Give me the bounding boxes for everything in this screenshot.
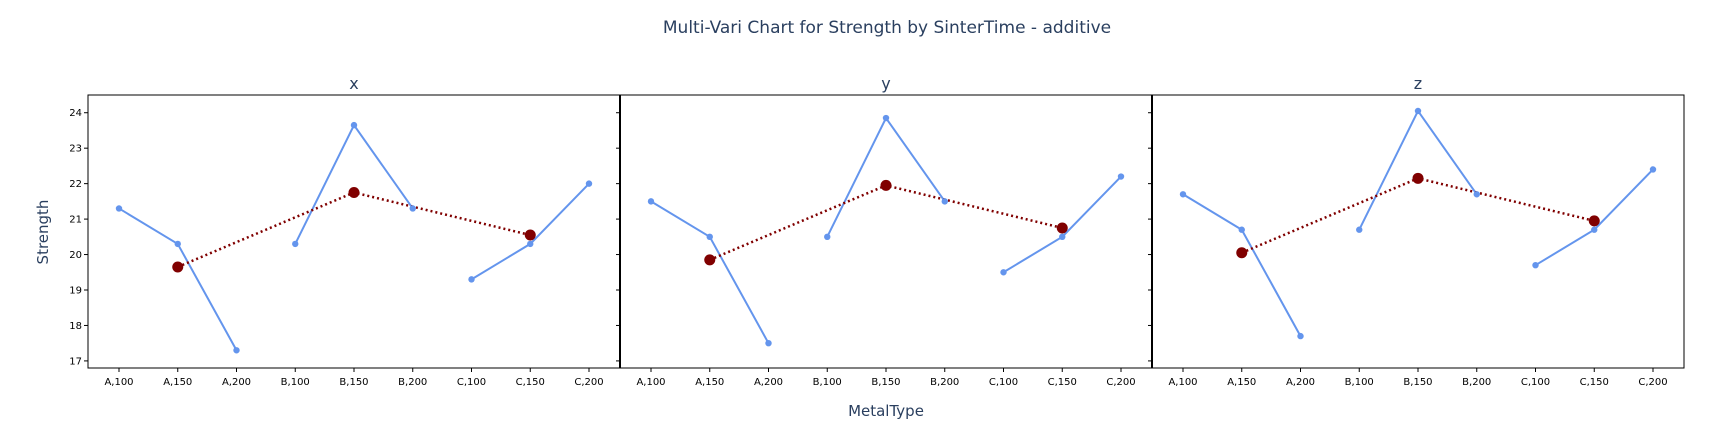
x-tick-label: B,100 — [1345, 377, 1374, 388]
panel-y: y A,100 A,150 A,200 B,100 B,150 B,200 C,100 C,15… — [616, 74, 1153, 388]
y-tick-label: 22 — [69, 179, 82, 190]
x-tick-label: C,200 — [1638, 377, 1667, 388]
x-tick-label: C,200 — [1106, 377, 1135, 388]
x-tick-label: A,200 — [222, 377, 251, 388]
x-tick-label: B,100 — [813, 377, 842, 388]
x-tick-label: B,200 — [1462, 377, 1491, 388]
data-point — [1649, 166, 1657, 173]
x-tick-label: B,200 — [930, 377, 959, 388]
data-point — [233, 347, 240, 354]
mean-marker — [1056, 222, 1068, 234]
y-tick-label: 23 — [69, 144, 82, 155]
y-tick-label: 20 — [69, 250, 82, 261]
data-point — [1059, 233, 1066, 241]
mean-marker — [1236, 247, 1248, 259]
x-axis-title: MetalType — [848, 402, 924, 420]
data-point — [350, 121, 358, 129]
y-tick-label: 19 — [69, 286, 82, 297]
chart-title: Multi-Vari Chart for Strength by SinterT… — [663, 18, 1111, 38]
mean-marker — [1412, 172, 1424, 184]
data-point — [115, 205, 123, 212]
x-tick-label: C,100 — [989, 377, 1018, 388]
y-tick-label: 17 — [69, 356, 82, 367]
panel-frame — [1151, 94, 1685, 369]
mean-marker — [880, 179, 892, 191]
x-tick-label: B,100 — [281, 377, 310, 388]
mean-marker — [704, 254, 716, 266]
x-tick-label: A,150 — [695, 377, 724, 388]
panel-title: y — [881, 74, 890, 93]
data-point — [292, 240, 299, 248]
x-tick-label: A,150 — [1227, 377, 1256, 388]
data-point — [585, 180, 593, 187]
x-tick-label: C,100 — [1521, 377, 1550, 388]
data-point — [1117, 173, 1125, 180]
data-point — [1473, 191, 1480, 198]
x-tick-label: C,150 — [1048, 377, 1077, 388]
x-tick-label: A,100 — [1168, 377, 1197, 388]
x-tick-label: B,150 — [339, 377, 368, 388]
data-point — [824, 233, 831, 241]
panel-title: x — [349, 74, 358, 93]
data-point — [882, 114, 890, 122]
data-point — [1000, 269, 1007, 276]
data-point — [1532, 261, 1539, 269]
data-point — [765, 339, 772, 347]
panels: x 17 18 19 20 21 22 23 24 A,100 A,150 A,200 B,100 B,1… — [69, 74, 1685, 388]
x-tick-label: B,150 — [871, 377, 900, 388]
x-tick-label: C,150 — [516, 377, 545, 388]
x-tick-label: C,150 — [1580, 377, 1609, 388]
data-point — [1414, 107, 1422, 115]
y-tick-label: 21 — [69, 215, 82, 226]
x-tick-label: A,200 — [1286, 377, 1315, 388]
data-point — [941, 198, 948, 205]
x-tick-label: C,200 — [574, 377, 603, 388]
data-point — [1297, 332, 1304, 340]
x-tick-label: A,100 — [636, 377, 665, 388]
mean-marker — [172, 261, 184, 273]
data-point — [468, 276, 475, 283]
panel-x: x 17 18 19 20 21 22 23 24 A,100 A,150 A,200 B,100 B,1… — [69, 74, 621, 388]
x-tick-label: A,200 — [754, 377, 783, 388]
x-tick-label: C,100 — [457, 377, 486, 388]
mean-marker — [1588, 215, 1600, 227]
panel-z: z A,100 A,150 A,200 B,100 B,150 B,200 C,100 C,15… — [1148, 74, 1685, 388]
data-point — [174, 240, 181, 248]
y-axis-title: Strength — [34, 200, 52, 265]
data-point — [1356, 226, 1363, 233]
data-point — [647, 198, 655, 205]
mean-marker — [348, 187, 360, 198]
data-point — [1179, 191, 1187, 198]
data-point — [1591, 226, 1598, 233]
x-tick-label: A,150 — [163, 377, 192, 388]
x-tick-label: A,100 — [104, 377, 133, 388]
data-point — [527, 240, 534, 248]
x-tick-label: B,150 — [1403, 377, 1432, 388]
x-tick-label: B,200 — [398, 377, 427, 388]
mean-marker — [524, 229, 536, 241]
y-tick-label: 24 — [69, 108, 82, 119]
data-point — [1238, 226, 1245, 233]
data-point — [409, 205, 416, 212]
panel-frame — [87, 94, 621, 369]
y-tick-label: 18 — [69, 321, 82, 332]
data-point — [706, 233, 713, 241]
panel-title: z — [1414, 74, 1422, 93]
